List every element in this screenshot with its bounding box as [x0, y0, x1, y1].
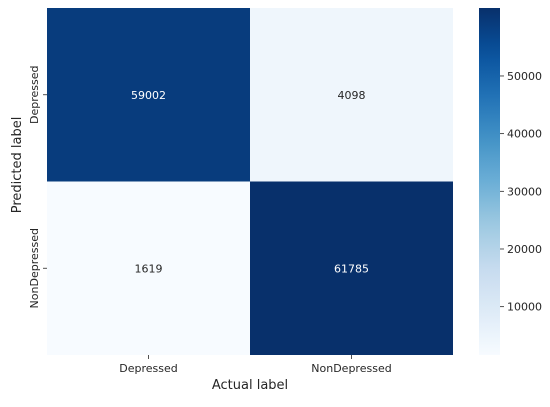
heatmap-cell-label: 59002: [131, 89, 166, 102]
colorbar-ticks: 10000 20000 30000 40000 50000: [500, 70, 542, 314]
colorbar-tick-label: 40000: [507, 128, 542, 141]
y-tick-label: Depressed: [28, 66, 41, 124]
heatmap-cell: [47, 181, 250, 355]
y-tick-label: NonDepressed: [28, 228, 41, 308]
colorbar-tick-label: 20000: [507, 243, 542, 256]
y-axis-ticks: Depressed NonDepressed: [28, 66, 47, 308]
colorbar: [479, 8, 500, 355]
heatmap-cell-labels: 59002 4098 1619 61785: [131, 89, 369, 276]
heatmap-cell-label: 1619: [135, 262, 163, 275]
heatmap-cell: [250, 181, 453, 355]
y-axis-label: Predicted label: [10, 117, 25, 214]
x-axis-ticks: Depressed NonDepressed: [119, 355, 392, 375]
heatmap-cell: [47, 8, 250, 182]
x-tick-label: Depressed: [119, 362, 177, 375]
x-axis-label: Actual label: [212, 378, 288, 393]
x-tick-label: NonDepressed: [311, 362, 391, 375]
heatmap-cell: [250, 8, 453, 182]
colorbar-tick-label: 30000: [507, 185, 542, 198]
colorbar-tick-label: 50000: [507, 70, 542, 83]
heatmap-cells: [47, 8, 453, 355]
heatmap-cell-label: 61785: [334, 262, 369, 275]
colorbar-tick-label: 10000: [507, 301, 542, 314]
heatmap-cell-label: 4098: [338, 89, 366, 102]
